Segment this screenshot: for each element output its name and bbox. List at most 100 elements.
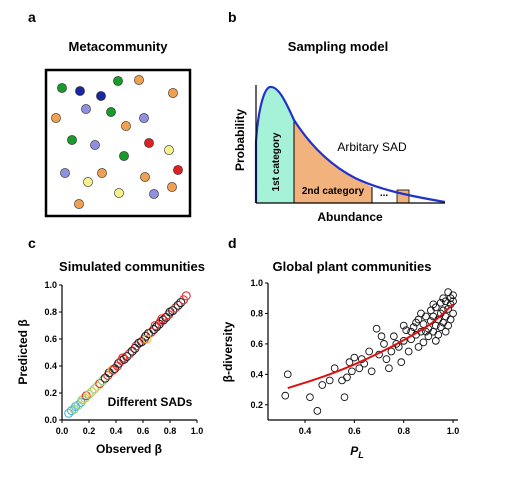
- d-point-17: [380, 340, 388, 348]
- d-xlabel: PL: [350, 444, 364, 460]
- individual-21: [114, 188, 124, 198]
- d-xlabel-sub: L: [358, 450, 364, 460]
- d-xtick-3: 1.0: [447, 426, 460, 436]
- d-point-34: [419, 338, 428, 347]
- d-point-15: [372, 324, 381, 333]
- d-point-47: [436, 298, 445, 307]
- c-xtick-2: 0.4: [110, 426, 123, 436]
- d-point-28: [409, 323, 418, 331]
- d-point-7: [338, 376, 346, 385]
- c-xtick-1: 0.2: [83, 426, 96, 436]
- d-point-68: [392, 340, 401, 348]
- d-xtick-1: 0.6: [348, 426, 361, 436]
- d-point-23: [397, 358, 406, 367]
- first-category-area: [256, 86, 294, 203]
- individual-14: [119, 151, 129, 161]
- c-ytick-2: 0.4: [44, 361, 57, 371]
- c-point-49: [142, 334, 152, 344]
- d-point-69: [377, 332, 386, 341]
- c-point-10: [87, 387, 97, 397]
- c-point-9: [84, 389, 94, 399]
- c-xtick-4: 0.8: [164, 426, 177, 436]
- ellipsis-label: ...: [380, 188, 389, 199]
- d-point-67: [399, 321, 408, 330]
- d-point-10: [348, 367, 356, 376]
- c-point-51: [108, 365, 118, 375]
- c-xtick-3: 0.6: [137, 426, 150, 436]
- d-point-14: [367, 367, 376, 376]
- panel-label-b: b: [228, 9, 237, 25]
- c-ylabel: Predicted β: [16, 319, 30, 384]
- c-point-12: [92, 381, 102, 391]
- d-point-2: [306, 393, 314, 402]
- d-point-9: [350, 353, 359, 362]
- c-xtick-5: 1.0: [191, 426, 204, 436]
- panel-b-title: Sampling model: [288, 39, 388, 54]
- c-ytick-3: 0.6: [44, 334, 57, 344]
- d-xtick-2: 0.8: [397, 426, 410, 436]
- sad-curve: [254, 85, 446, 204]
- c-point-45: [173, 300, 183, 310]
- c-point-46: [176, 297, 186, 308]
- d-point-52: [444, 305, 452, 313]
- c-point-39: [158, 315, 168, 325]
- d-point-37: [424, 332, 433, 341]
- individual-6: [81, 104, 91, 114]
- d-ytick-0: 0.2: [250, 400, 263, 410]
- d-ytick-4: 1.0: [250, 278, 263, 288]
- d-point-70: [365, 347, 374, 356]
- d-fit-line: [287, 303, 454, 389]
- individual-1: [75, 86, 85, 96]
- d-point-59: [446, 315, 455, 324]
- individual-22: [149, 189, 159, 199]
- c-point-44: [170, 303, 180, 313]
- individual-24: [167, 182, 177, 192]
- individual-13: [144, 138, 154, 148]
- individual-4: [134, 75, 144, 85]
- sad-curve-label: Arbitary SAD: [337, 140, 407, 154]
- c-ytick-0: 0.0: [44, 415, 57, 425]
- c-annotation: Different SADs: [108, 395, 193, 409]
- d-ylabel: β-diversity: [221, 321, 235, 382]
- b-ylabel: Probability: [233, 109, 247, 171]
- individual-12: [90, 140, 100, 150]
- d-point-62: [431, 336, 440, 345]
- d-point-25: [402, 326, 411, 335]
- individual-8: [51, 113, 61, 123]
- d-point-75: [429, 300, 438, 309]
- c-point-13: [95, 378, 105, 389]
- individual-7: [106, 107, 116, 117]
- d-point-1: [281, 391, 290, 400]
- d-point-18: [382, 355, 391, 363]
- d-xlabel-main: P: [350, 444, 359, 458]
- d-point-12: [355, 364, 364, 373]
- first-category-label: 1st category: [271, 132, 282, 191]
- c-point-24: [122, 351, 132, 362]
- c-point-25: [124, 349, 135, 359]
- individual-0: [57, 83, 67, 93]
- d-point-19: [385, 364, 393, 373]
- d-point-26: [404, 347, 413, 356]
- panel-d-title: Global plant communities: [273, 259, 432, 274]
- c-point-11: [89, 384, 99, 394]
- c-ticks: 0.0 0.2 0.4 0.6 0.8 1.0 0.0 0.2 0.4 0.6 0.8 1.0: [44, 280, 203, 436]
- individual-17: [97, 168, 107, 178]
- d-xtick-0: 0.4: [299, 426, 312, 436]
- d-point-11: [340, 393, 349, 402]
- c-xtick-0: 0.0: [56, 426, 69, 436]
- d-point-5: [325, 376, 334, 385]
- c-point-23: [119, 354, 129, 364]
- d-point-0: [283, 370, 292, 379]
- individual-9: [121, 121, 131, 131]
- c-xlabel: Observed β: [96, 442, 162, 456]
- individual-23: [74, 199, 84, 209]
- d-point-3: [313, 407, 322, 415]
- d-ytick-2: 0.6: [250, 339, 263, 349]
- individual-5: [168, 88, 178, 98]
- sampling-model: Probability Abundance 1st category 2nd c…: [233, 85, 446, 224]
- c-ytick-5: 1.0: [44, 280, 57, 290]
- d-point-61: [436, 323, 445, 331]
- d-ytick-1: 0.4: [250, 369, 263, 379]
- d-point-20: [387, 347, 396, 356]
- c-point-35: [149, 324, 159, 335]
